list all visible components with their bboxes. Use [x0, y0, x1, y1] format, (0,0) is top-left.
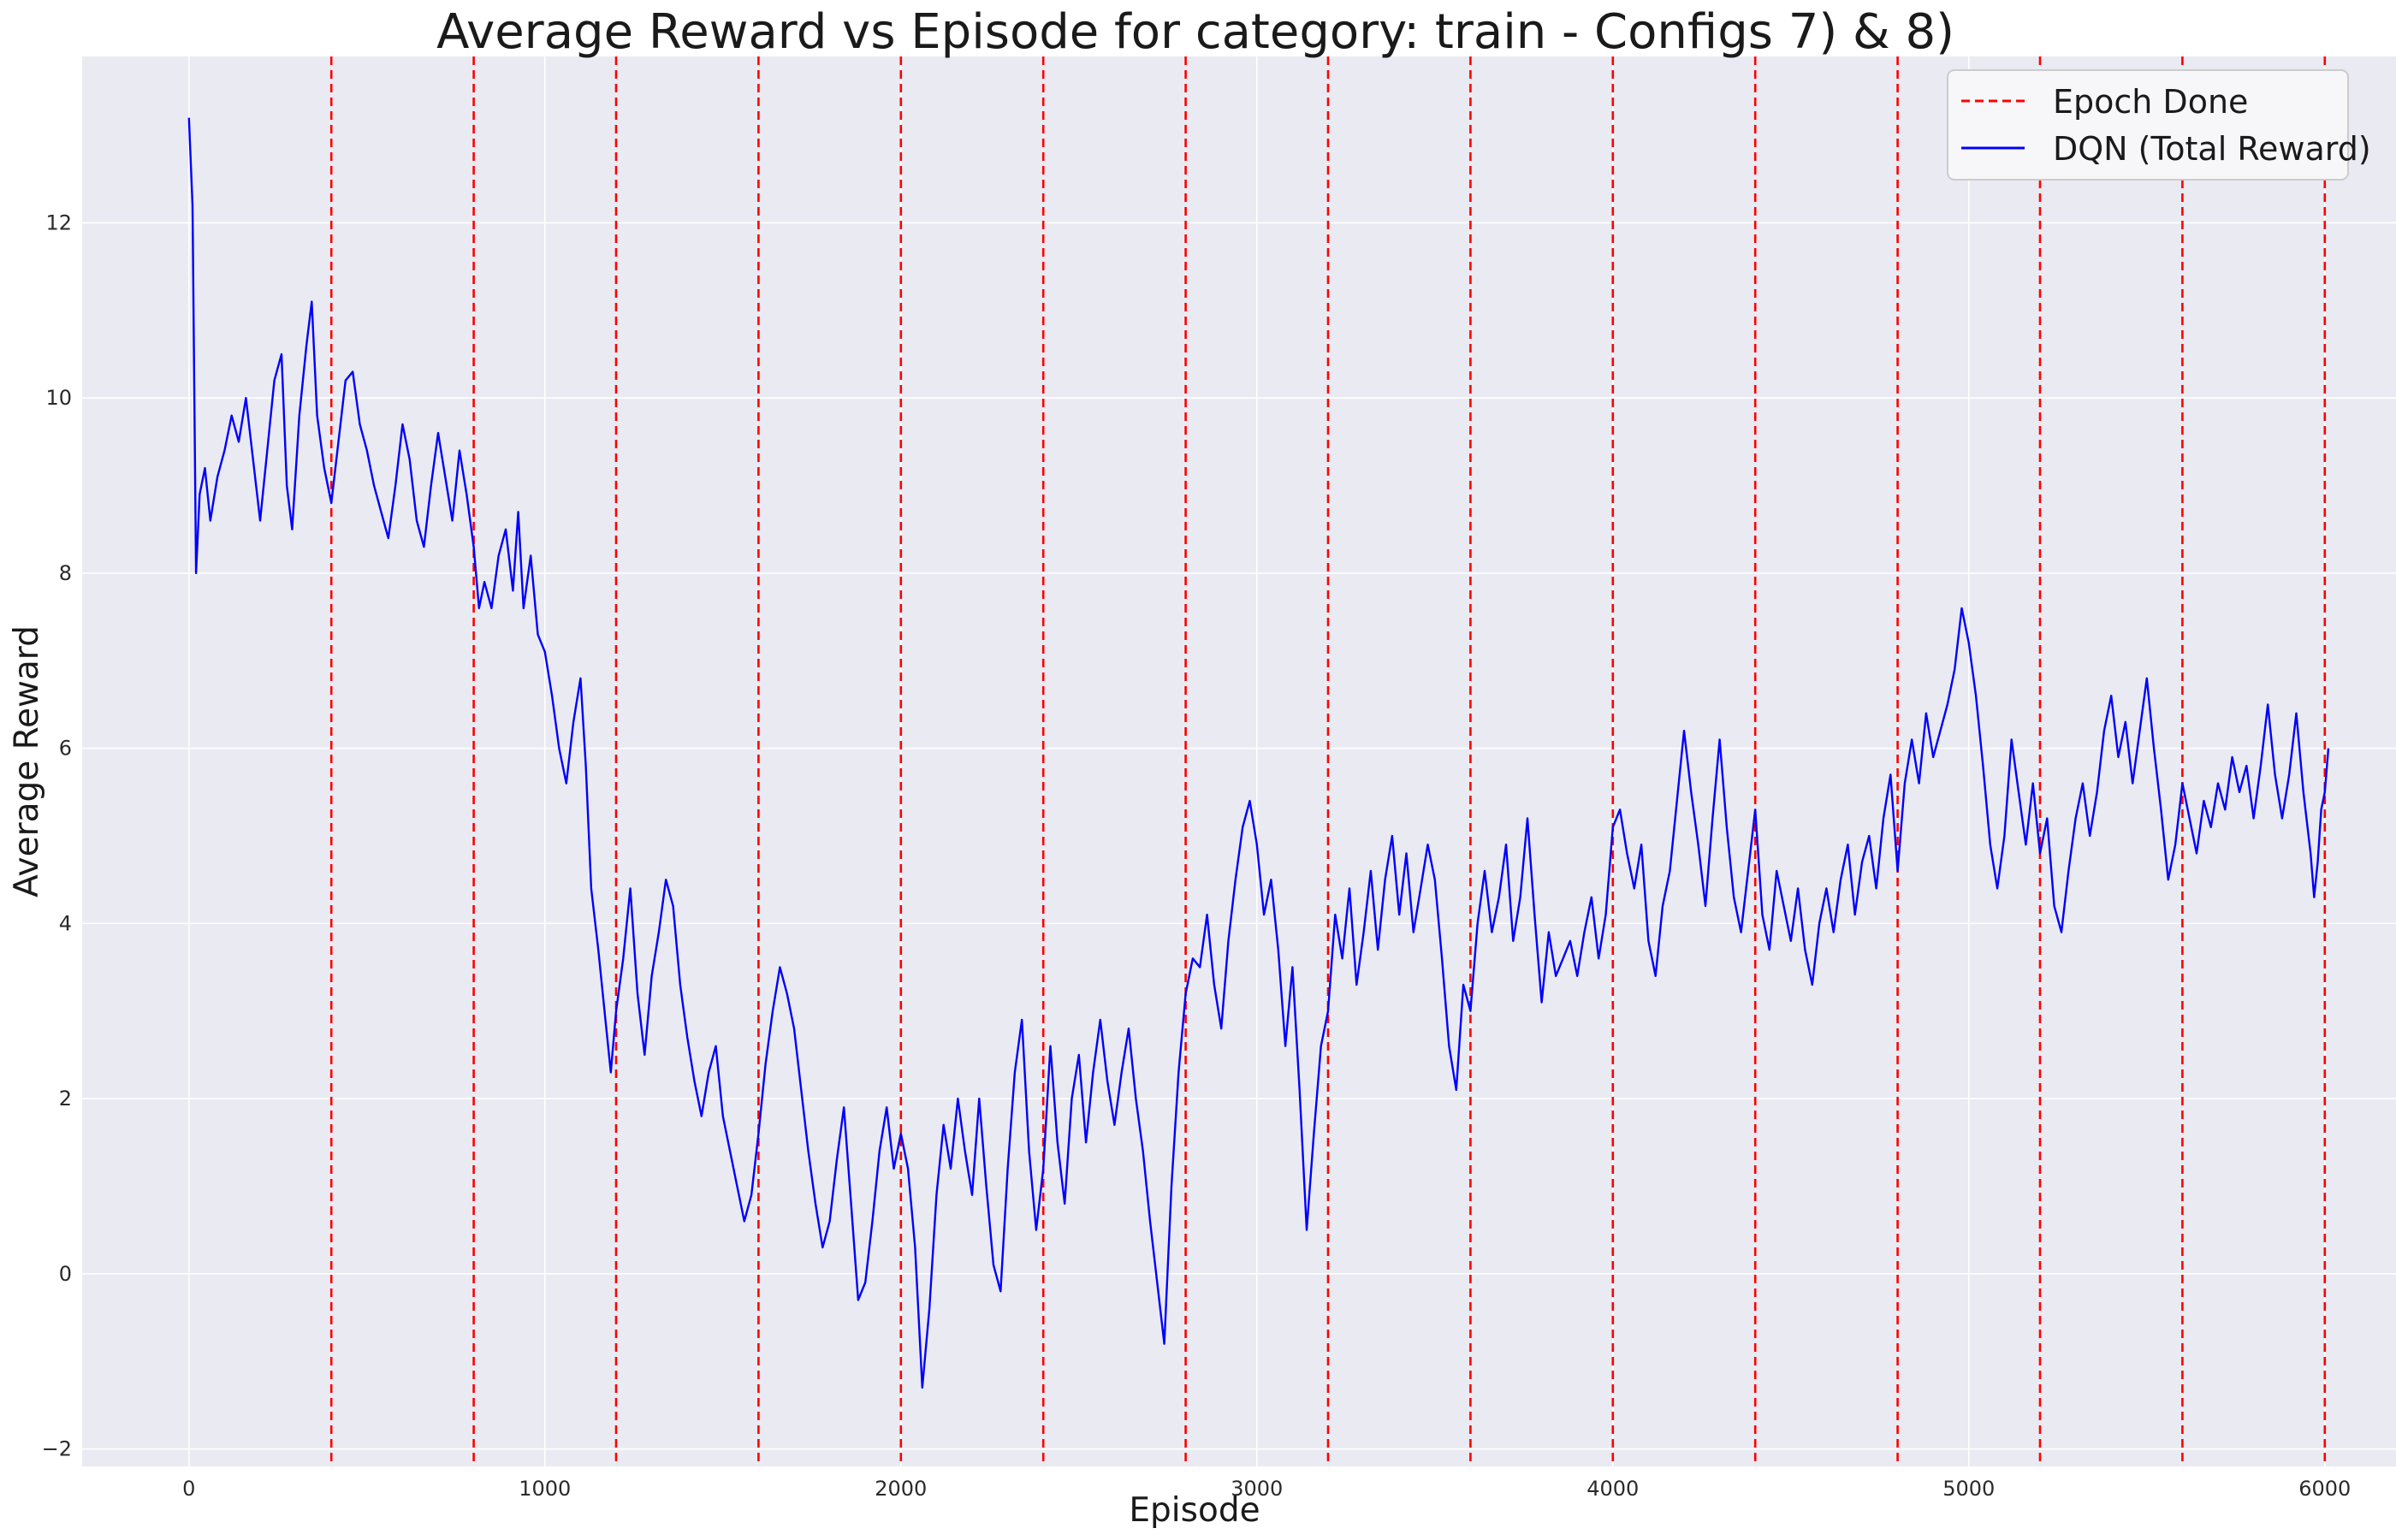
y-tick-label: 0	[59, 1262, 72, 1286]
x-tick-label: 4000	[1586, 1477, 1639, 1501]
x-tick-label: 2000	[875, 1477, 927, 1501]
x-tick-label: 5000	[1942, 1477, 1995, 1501]
chart-title: Average Reward vs Episode for category: …	[436, 4, 1954, 60]
x-tick-label: 6000	[2298, 1477, 2351, 1501]
x-tick-label: 1000	[519, 1477, 571, 1501]
y-tick-label: 4	[59, 911, 72, 935]
y-tick-label: −2	[42, 1437, 72, 1461]
y-tick-label: 2	[59, 1087, 72, 1111]
legend: Epoch Done DQN (Total Reward)	[1947, 69, 2371, 181]
x-axis-label: Episode	[1129, 1491, 1260, 1530]
y-axis-label: Average Reward	[8, 625, 46, 897]
y-tick-label: 10	[45, 386, 72, 410]
x-tick-label: 3000	[1231, 1477, 1283, 1501]
legend-box	[1947, 69, 2349, 181]
legend-dqn-label: DQN (Total Reward)	[2053, 130, 2371, 168]
y-tick-label: 8	[59, 561, 72, 585]
x-tick-label: 0	[182, 1477, 195, 1501]
plot-area	[82, 56, 2396, 1466]
legend-epoch-label: Epoch Done	[2053, 83, 2248, 121]
x-axis-ticks: 0 1000 2000 3000 4000 5000 6000	[182, 1477, 2351, 1501]
series-lines	[187, 117, 2330, 1389]
y-tick-label: 12	[45, 210, 72, 234]
dqn-reward-line	[187, 117, 2330, 1389]
epoch-done-lines	[329, 56, 2327, 1466]
y-axis-ticks: −2 0 2 4 6 8 10 12	[42, 210, 72, 1460]
y-tick-label: 6	[59, 737, 72, 761]
